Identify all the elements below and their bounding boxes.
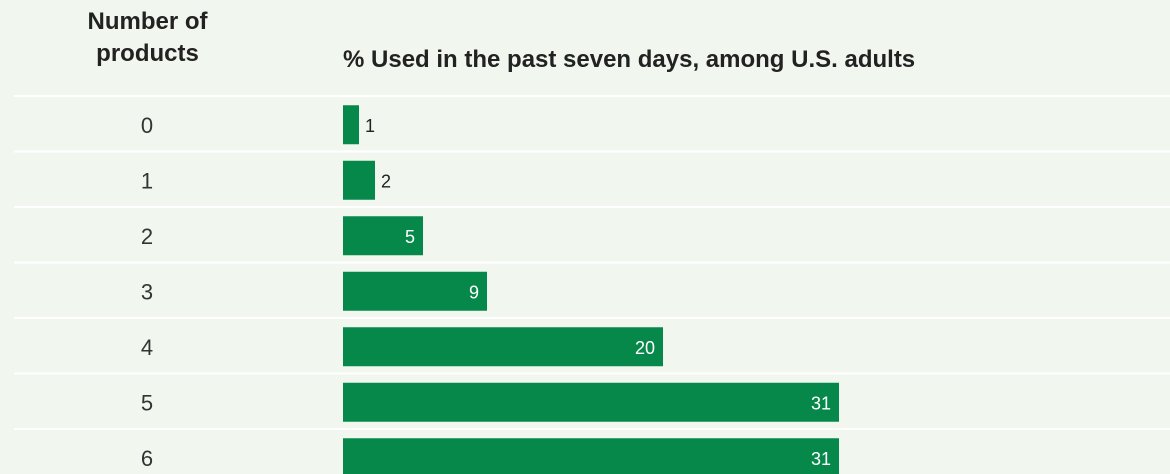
category-label: 2 xyxy=(141,224,153,249)
category-label: 4 xyxy=(141,335,153,360)
bar xyxy=(343,160,375,200)
category-label: 5 xyxy=(141,390,153,415)
bar xyxy=(343,105,359,145)
bar xyxy=(343,382,839,422)
category-axis-title: Number of products xyxy=(60,6,235,70)
value-label: 9 xyxy=(469,282,479,302)
value-label: 31 xyxy=(811,449,831,469)
bar xyxy=(343,327,663,367)
value-label: 20 xyxy=(635,338,655,358)
bar xyxy=(343,438,839,474)
bar xyxy=(343,271,487,311)
category-label: 6 xyxy=(141,446,153,471)
category-label: 1 xyxy=(141,168,153,193)
value-label: 1 xyxy=(365,116,375,136)
value-label: 2 xyxy=(381,171,391,191)
category-axis-title-line2: products xyxy=(96,40,199,67)
bar xyxy=(343,216,423,256)
value-label: 31 xyxy=(811,393,831,413)
category-label: 3 xyxy=(141,279,153,304)
category-label: 0 xyxy=(141,113,153,138)
value-label: 5 xyxy=(405,227,415,247)
value-axis-title: % Used in the past seven days, among U.S… xyxy=(343,46,916,73)
category-axis-title-line1: Number of xyxy=(87,8,208,35)
